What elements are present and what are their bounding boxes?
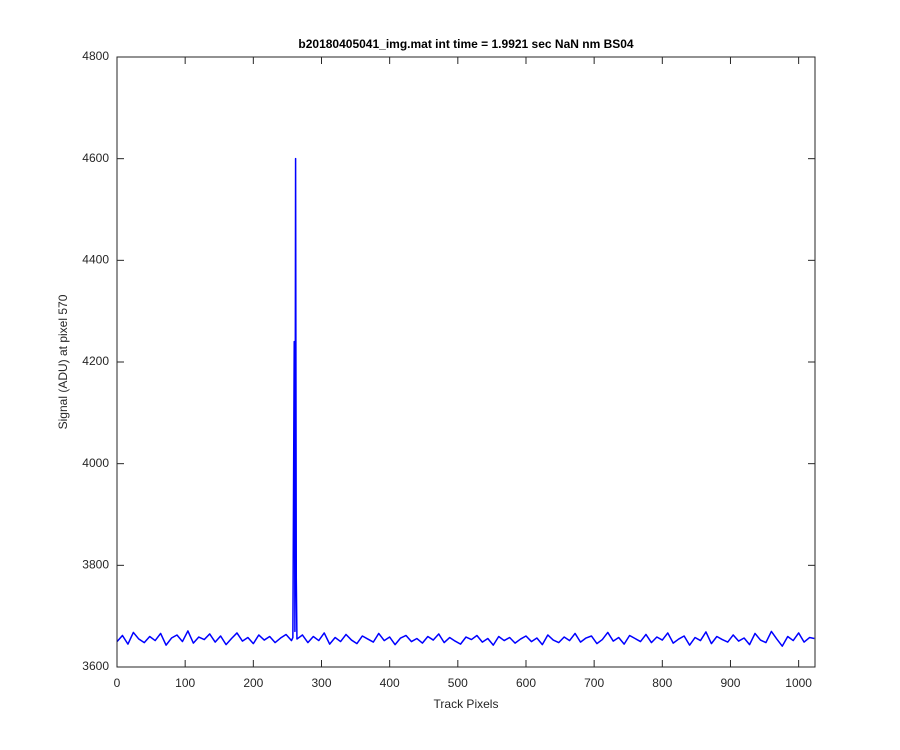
x-tick-label: 900 bbox=[720, 676, 740, 690]
x-tick-label: 1000 bbox=[785, 676, 812, 690]
x-tick-label: 600 bbox=[516, 676, 536, 690]
plot-area bbox=[117, 57, 815, 667]
x-tick-label: 0 bbox=[114, 676, 121, 690]
y-tick-label: 4400 bbox=[82, 253, 109, 267]
y-tick-label: 4800 bbox=[82, 49, 109, 63]
x-tick-label: 400 bbox=[380, 676, 400, 690]
y-axis-label: Signal (ADU) at pixel 570 bbox=[56, 294, 70, 429]
x-axis-label: Track Pixels bbox=[434, 697, 499, 711]
x-tick-label: 100 bbox=[175, 676, 195, 690]
x-tick-label: 700 bbox=[584, 676, 604, 690]
x-tick-label: 500 bbox=[448, 676, 468, 690]
y-tick-label: 3800 bbox=[82, 558, 109, 572]
x-tick-label: 300 bbox=[311, 676, 331, 690]
data-line bbox=[116, 157, 815, 647]
y-tick-label: 3600 bbox=[82, 659, 109, 673]
y-tick-label: 4000 bbox=[82, 456, 109, 470]
y-tick-label: 4600 bbox=[82, 151, 109, 165]
y-tick-label: 4200 bbox=[82, 354, 109, 368]
x-tick-label: 800 bbox=[652, 676, 672, 690]
x-tick-label: 200 bbox=[243, 676, 263, 690]
chart-title: b20180405041_img.mat int time = 1.9921 s… bbox=[298, 37, 634, 51]
